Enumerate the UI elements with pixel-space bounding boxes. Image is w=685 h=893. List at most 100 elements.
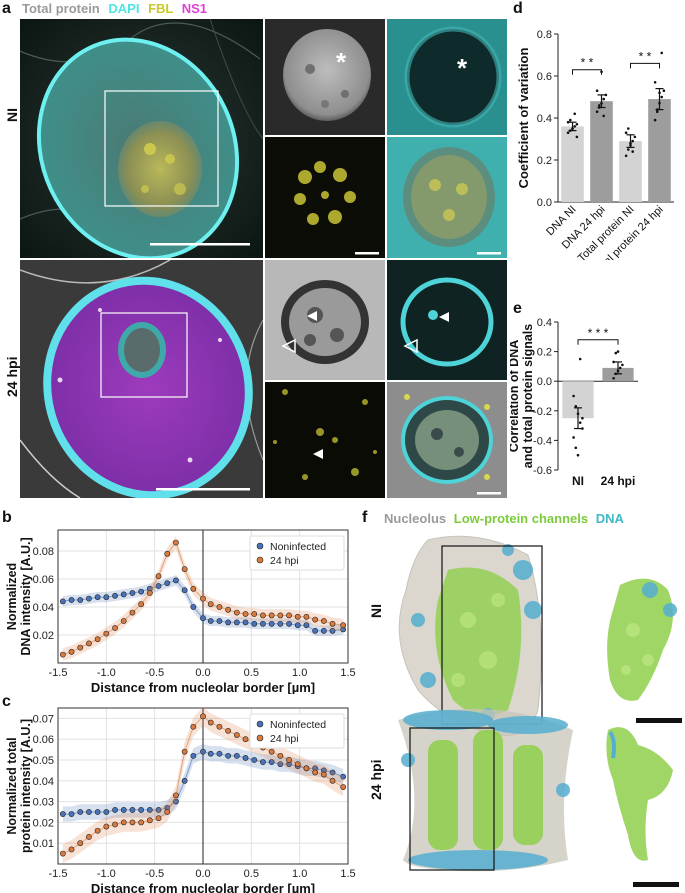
panel-b-data-point: [68, 597, 75, 603]
panel-e-data-point: [572, 394, 575, 398]
panel-b-legend-marker: [256, 542, 264, 550]
panel-c-data-point: [129, 819, 136, 826]
panel-c-data-point: [94, 827, 101, 834]
micrograph-ni-zoom-merged-image: [387, 137, 507, 258]
panel-c-xtick-label: 0.5: [244, 868, 259, 880]
panel-e-data-point: [618, 366, 622, 370]
panel-e-data-point: [616, 369, 620, 373]
panel-c-data-point: [320, 771, 327, 778]
panel-b-data-point: [200, 615, 206, 622]
panel-c-data-point: [190, 752, 197, 759]
panel-c-legend-label: 24 hpi: [270, 733, 299, 745]
panel-c-data-point: [94, 809, 101, 815]
panel-e-significance-bracket: [577, 339, 619, 345]
panel-b-ytick-label: 0.04: [33, 602, 54, 614]
asterisk-marker-total-protein: *: [336, 47, 347, 77]
panel-b-legend-box: [249, 535, 345, 571]
micrograph-24hpi-dapi-image: [387, 260, 507, 380]
panel-d-bar: [590, 101, 613, 202]
panel-c-data-point: [200, 748, 206, 755]
panel-c-data-point: [233, 752, 240, 759]
panel-c-data-point: [155, 815, 162, 822]
panel-e-label: e: [513, 300, 522, 317]
panel-b-data-point: [329, 620, 336, 627]
panel-c-data-point: [207, 719, 214, 726]
panel-c-legend-marker: [256, 734, 264, 742]
panel-c-data-point: [225, 752, 232, 759]
panel-f-label: f: [362, 509, 368, 526]
panel-b-ylabel: NormalizedDNA intensity [A.U.]: [5, 537, 33, 655]
panel-c-data-point: [190, 723, 197, 730]
panel-c-ytick-label: 0.03: [33, 797, 54, 809]
micrograph-24hpi-total-protein-image: [265, 260, 385, 380]
panel-c-data-point: [129, 807, 136, 813]
panel-d-data-point: [627, 148, 630, 151]
panel-b-data-point: [320, 627, 327, 634]
panel-d-ylabel: Coefficient of variation: [516, 48, 531, 189]
panel-e-data-point: [581, 416, 584, 420]
scale-bar-ni: [150, 243, 250, 246]
panel-d-data-point: [571, 127, 574, 130]
panel-b-data-point: [120, 618, 127, 624]
legend-dapi: DAPI: [108, 1, 140, 16]
panel-b-data-point: [112, 592, 118, 599]
panel-c-data-point: [340, 784, 347, 790]
micrograph-ni-total-protein: *: [265, 19, 385, 135]
panel-d-data-point: [575, 123, 579, 126]
panel-d-bar: [619, 141, 642, 202]
rendering-24hpi-zoom: [606, 727, 679, 887]
panel-b-data-point: [112, 625, 118, 631]
panel-c-data-point: [86, 809, 92, 815]
panel-b-data-point: [155, 573, 162, 580]
panel-c-xtick-label: 1.0: [292, 868, 307, 880]
panel-c-data-point: [164, 809, 171, 815]
panel-b-data-point: [294, 622, 301, 629]
panel-b-xtick-label: 0.5: [244, 667, 259, 679]
panel-b-data-point: [225, 619, 232, 626]
panel-e-data-point: [578, 421, 582, 424]
panel-b-data-point: [294, 613, 301, 620]
panel-d-ytick-label: 0.6: [537, 71, 552, 83]
panel-c-data-point: [225, 727, 232, 734]
panel-c-data-point: [173, 798, 179, 805]
panel-d-data-point: [566, 120, 570, 124]
panel-c-data-point: [233, 732, 240, 738]
micrograph-24hpi-merged: [20, 260, 263, 498]
micrograph-ni-merged: [20, 19, 263, 258]
panel-c-ylabel-line: protein intensity [A.U.]: [19, 719, 33, 853]
panel-c-data-point: [242, 755, 249, 761]
panel-b-data-point: [207, 601, 214, 608]
panel-c-ytick-label: 0.06: [33, 734, 54, 746]
scale-bar-f-24hpi: [633, 882, 679, 887]
panel-d-data-point: [660, 51, 663, 55]
panel-d-data-point: [627, 127, 630, 130]
panel-c-ytick-label: 0.04: [33, 776, 54, 788]
zoom-box-24hpi: [100, 312, 188, 398]
panel-c-data-point: [181, 748, 188, 755]
panel-b-data-point: [216, 618, 223, 624]
panel-e-ylabel-line: and total protein signals: [521, 324, 535, 469]
panel-d-data-point: [569, 118, 572, 122]
panel-c-data-point: [260, 759, 266, 765]
panel-d-data-point: [573, 112, 576, 116]
panel-d-data-point: [658, 91, 661, 95]
micrograph-ni-dapi: *: [387, 19, 507, 135]
panel-b-data-point: [120, 591, 127, 598]
panel-b-data-point: [260, 612, 266, 619]
panel-c-data-point: [294, 761, 301, 768]
panel-c-xtick-label: 0.0: [195, 868, 210, 880]
panel-d-data-point: [569, 129, 572, 132]
scale-bar-ni-zoom: [355, 252, 379, 255]
rendering-ni-full: [398, 535, 543, 737]
panel-b-ylabel-line: DNA intensity [A.U.]: [19, 537, 33, 655]
panel-c-data-point: [251, 757, 258, 763]
panel-b-data-point: [277, 620, 284, 627]
panel-b-data-point: [86, 640, 92, 647]
panel-b-data-point: [155, 583, 162, 589]
panel-d-data-point: [598, 104, 601, 107]
panel-b-data-point: [129, 590, 136, 596]
panel-c-xtick-label: -1.0: [97, 868, 116, 880]
panel-b-data-point: [312, 627, 319, 634]
micrograph-ni-fbl-image: [265, 137, 385, 258]
